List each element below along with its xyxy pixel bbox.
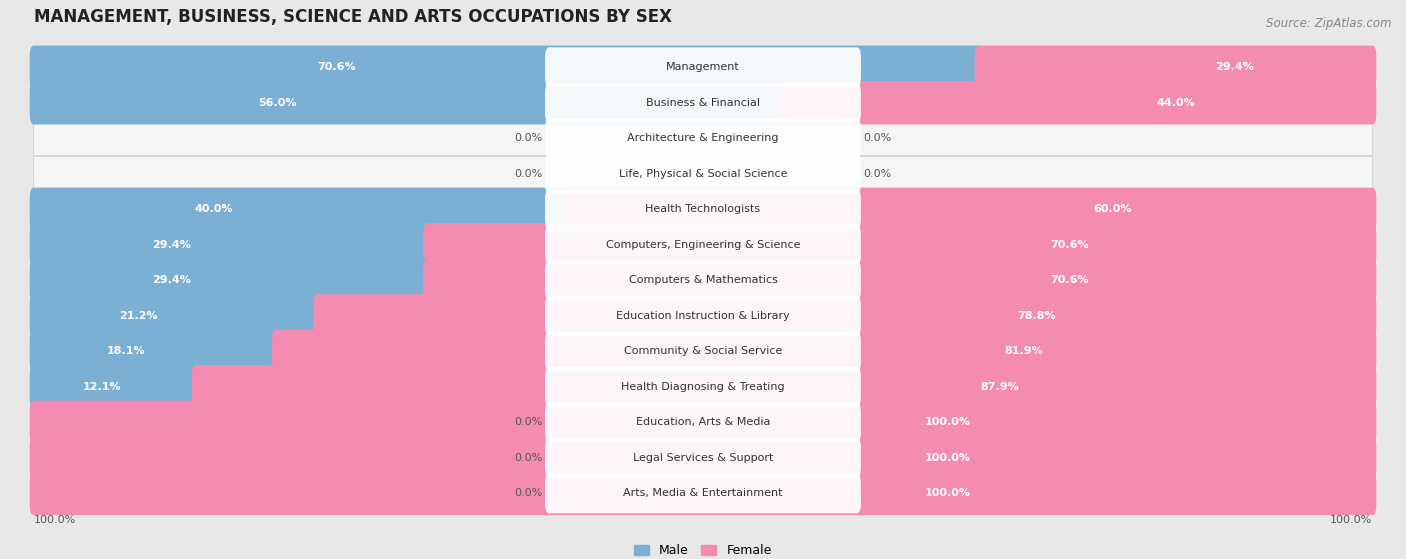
FancyBboxPatch shape	[546, 296, 860, 336]
Text: Business & Financial: Business & Financial	[645, 98, 761, 108]
FancyBboxPatch shape	[546, 48, 860, 87]
FancyBboxPatch shape	[34, 121, 1372, 155]
Text: 0.0%: 0.0%	[863, 169, 891, 179]
FancyBboxPatch shape	[423, 223, 1376, 267]
Text: 0.0%: 0.0%	[515, 453, 543, 463]
FancyBboxPatch shape	[314, 294, 1376, 338]
FancyBboxPatch shape	[30, 223, 432, 267]
FancyBboxPatch shape	[546, 154, 860, 193]
Text: Health Technologists: Health Technologists	[645, 204, 761, 214]
FancyBboxPatch shape	[30, 294, 322, 338]
FancyBboxPatch shape	[974, 46, 1376, 89]
Text: Computers, Engineering & Science: Computers, Engineering & Science	[606, 240, 800, 250]
FancyBboxPatch shape	[30, 401, 1376, 444]
Text: Management: Management	[666, 62, 740, 72]
Text: Legal Services & Support: Legal Services & Support	[633, 453, 773, 463]
Text: 29.4%: 29.4%	[152, 240, 191, 250]
Text: Education Instruction & Library: Education Instruction & Library	[616, 311, 790, 321]
Text: 29.4%: 29.4%	[152, 276, 191, 285]
Text: 70.6%: 70.6%	[1050, 276, 1088, 285]
Text: Community & Social Service: Community & Social Service	[624, 347, 782, 356]
Text: 60.0%: 60.0%	[1092, 204, 1132, 214]
FancyBboxPatch shape	[34, 405, 1372, 440]
Text: 56.0%: 56.0%	[259, 98, 297, 108]
Text: 0.0%: 0.0%	[863, 133, 891, 143]
Text: 0.0%: 0.0%	[515, 133, 543, 143]
Text: 12.1%: 12.1%	[83, 382, 121, 392]
FancyBboxPatch shape	[34, 440, 1372, 475]
FancyBboxPatch shape	[546, 225, 860, 265]
Text: 0.0%: 0.0%	[515, 418, 543, 428]
FancyBboxPatch shape	[30, 259, 432, 302]
Text: 100.0%: 100.0%	[925, 418, 970, 428]
FancyBboxPatch shape	[30, 330, 280, 373]
FancyBboxPatch shape	[546, 473, 860, 513]
Text: 78.8%: 78.8%	[1017, 311, 1056, 321]
Text: MANAGEMENT, BUSINESS, SCIENCE AND ARTS OCCUPATIONS BY SEX: MANAGEMENT, BUSINESS, SCIENCE AND ARTS O…	[34, 8, 672, 26]
Text: 100.0%: 100.0%	[1330, 515, 1372, 525]
FancyBboxPatch shape	[34, 50, 1372, 84]
FancyBboxPatch shape	[34, 476, 1372, 511]
Text: 21.2%: 21.2%	[120, 311, 157, 321]
Text: 29.4%: 29.4%	[1215, 62, 1254, 72]
FancyBboxPatch shape	[546, 331, 860, 371]
FancyBboxPatch shape	[271, 330, 1376, 373]
Text: 100.0%: 100.0%	[925, 489, 970, 499]
FancyBboxPatch shape	[34, 157, 1372, 191]
FancyBboxPatch shape	[30, 436, 1376, 480]
FancyBboxPatch shape	[30, 472, 1376, 515]
Text: Source: ZipAtlas.com: Source: ZipAtlas.com	[1267, 17, 1392, 30]
Text: Architecture & Engineering: Architecture & Engineering	[627, 133, 779, 143]
FancyBboxPatch shape	[34, 192, 1372, 227]
FancyBboxPatch shape	[191, 365, 1376, 409]
Text: Computers & Mathematics: Computers & Mathematics	[628, 276, 778, 285]
Text: 0.0%: 0.0%	[515, 489, 543, 499]
Text: Life, Physical & Social Science: Life, Physical & Social Science	[619, 169, 787, 179]
Text: 40.0%: 40.0%	[194, 204, 233, 214]
FancyBboxPatch shape	[30, 188, 574, 231]
FancyBboxPatch shape	[423, 259, 1376, 302]
FancyBboxPatch shape	[30, 81, 787, 125]
Text: 70.6%: 70.6%	[318, 62, 356, 72]
FancyBboxPatch shape	[546, 83, 860, 122]
Text: 44.0%: 44.0%	[1157, 98, 1195, 108]
Text: 0.0%: 0.0%	[515, 169, 543, 179]
FancyBboxPatch shape	[546, 260, 860, 300]
Text: Health Diagnosing & Treating: Health Diagnosing & Treating	[621, 382, 785, 392]
FancyBboxPatch shape	[34, 369, 1372, 404]
FancyBboxPatch shape	[546, 367, 860, 407]
Text: 70.6%: 70.6%	[1050, 240, 1088, 250]
FancyBboxPatch shape	[34, 334, 1372, 369]
FancyBboxPatch shape	[546, 438, 860, 478]
FancyBboxPatch shape	[779, 81, 1376, 125]
FancyBboxPatch shape	[30, 46, 983, 89]
Text: 81.9%: 81.9%	[1005, 347, 1043, 356]
FancyBboxPatch shape	[34, 263, 1372, 298]
FancyBboxPatch shape	[34, 86, 1372, 120]
FancyBboxPatch shape	[546, 402, 860, 442]
FancyBboxPatch shape	[546, 190, 860, 229]
FancyBboxPatch shape	[30, 365, 200, 409]
FancyBboxPatch shape	[34, 299, 1372, 333]
Text: Education, Arts & Media: Education, Arts & Media	[636, 418, 770, 428]
FancyBboxPatch shape	[34, 228, 1372, 262]
Text: 100.0%: 100.0%	[34, 515, 76, 525]
FancyBboxPatch shape	[546, 119, 860, 158]
FancyBboxPatch shape	[565, 188, 1376, 231]
Text: Arts, Media & Entertainment: Arts, Media & Entertainment	[623, 489, 783, 499]
Text: 100.0%: 100.0%	[925, 453, 970, 463]
Text: 18.1%: 18.1%	[107, 347, 145, 356]
Legend: Male, Female: Male, Female	[634, 544, 772, 557]
Text: 87.9%: 87.9%	[980, 382, 1019, 392]
